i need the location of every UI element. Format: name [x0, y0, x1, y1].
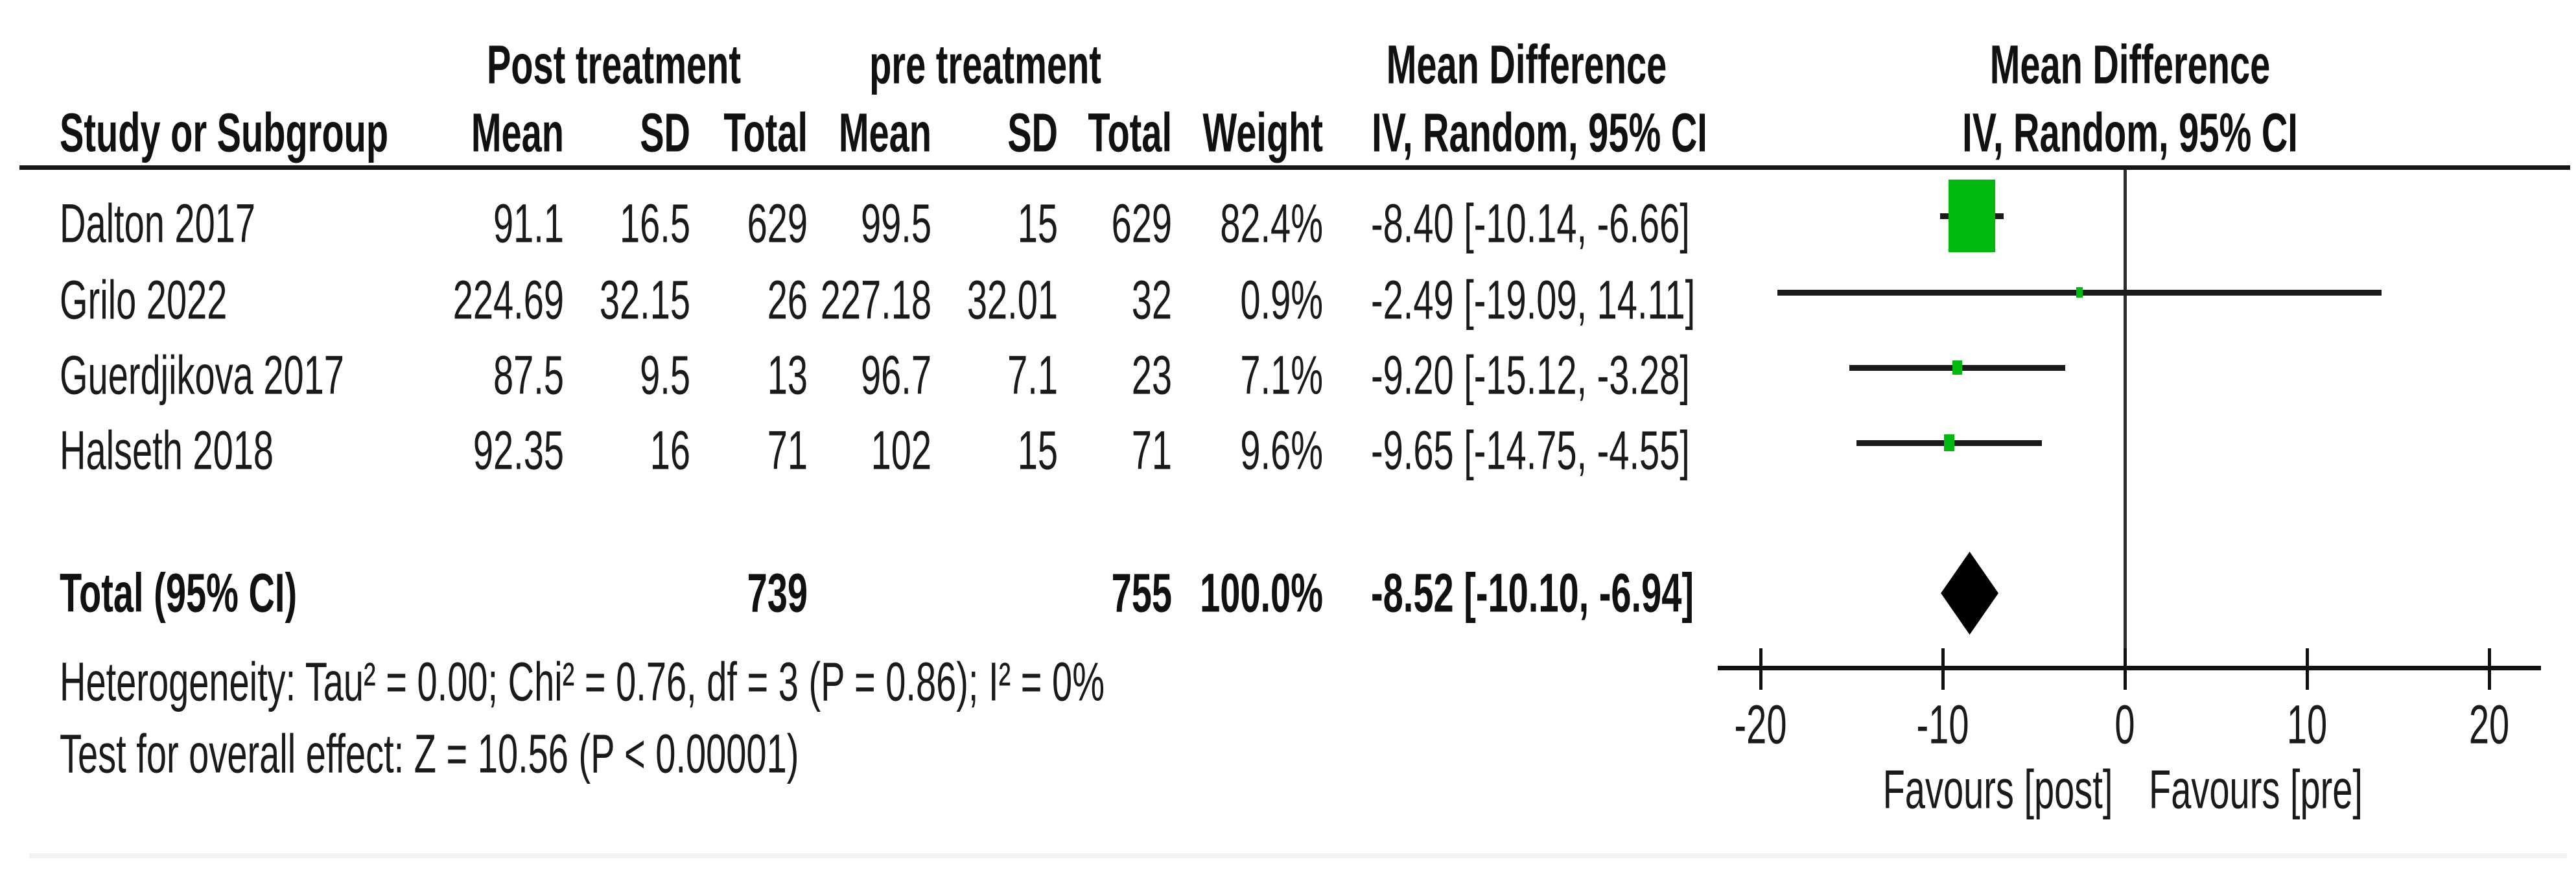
bottom-divider [29, 853, 2567, 858]
total-post-cell: 26 [767, 269, 808, 331]
axis-tick [2488, 648, 2491, 690]
mean-pre-cell: 99.5 [861, 193, 931, 254]
sd-pre-cell: 7.1 [1007, 344, 1058, 406]
total-post-cell: 629 [747, 193, 808, 254]
total-pre-cell: 23 [1131, 344, 1172, 406]
mean-difference-column-title: Mean Difference [1386, 34, 1667, 95]
weight-cell: 7.1% [1240, 344, 1323, 406]
favours-left-label: Favours [post] [1882, 758, 2113, 820]
overall-effect-test: Test for overall effect: Z = 10.56 (P < … [60, 723, 799, 784]
md-ci-column-subheader: IV, Random, 95% CI [1372, 102, 1707, 163]
mean-pre-cell: 96.7 [861, 344, 931, 406]
total-post-column-header: Total [723, 102, 808, 163]
axis-tick-label: 10 [2286, 694, 2328, 755]
sd-pre-cell: 15 [1017, 193, 1058, 254]
total-pre-sum: 755 [1111, 562, 1172, 624]
sd-pre-cell: 32.01 [966, 269, 1058, 331]
axis-tick [2306, 648, 2309, 690]
md-ci-cell: -9.65 [-14.75, -4.55] [1371, 419, 1690, 481]
axis-tick [1759, 648, 1762, 690]
sd-post-cell: 16 [650, 419, 690, 481]
sd-post-cell: 16.5 [620, 193, 690, 254]
total-pre-cell: 71 [1131, 419, 1172, 481]
axis-tick [2124, 648, 2127, 690]
mean-post-cell: 224.69 [452, 269, 564, 331]
axis-line [1718, 666, 2541, 670]
study-label: Dalton 2017 [60, 193, 256, 254]
total-post-cell: 13 [767, 344, 808, 406]
sd-pre-column-header: SD [1007, 102, 1058, 163]
axis-tick-label: 20 [2468, 694, 2510, 755]
mean-post-cell: 91.1 [493, 193, 564, 254]
axis-tick-label: -20 [1734, 694, 1787, 755]
pre-treatment-group-header: pre treatment [869, 34, 1101, 95]
axis-tick [1941, 648, 1945, 690]
md-ci-cell: -9.20 [-15.12, -3.28] [1371, 344, 1690, 406]
mean-post-cell: 87.5 [493, 344, 564, 406]
mean-post-cell: 92.35 [473, 419, 564, 481]
total-post-sum: 739 [747, 562, 808, 624]
effect-marker [1952, 360, 1962, 375]
zero-line [2124, 170, 2127, 668]
heterogeneity-stats: Heterogeneity: Tau² = 0.00; Chi² = 0.76,… [60, 651, 1105, 712]
header-rule [19, 165, 2570, 170]
favours-right-label: Favours [pre] [2149, 758, 2363, 820]
total-diamond [1941, 552, 1998, 635]
total-pre-column-header: Total [1088, 102, 1172, 163]
total-pre-cell: 32 [1131, 269, 1172, 331]
weight-cell: 9.6% [1240, 419, 1323, 481]
axis-tick-label: 0 [2114, 694, 2135, 755]
mean-pre-cell: 227.18 [820, 269, 931, 331]
effect-marker [2076, 287, 2083, 298]
post-treatment-group-header: Post treatment [486, 34, 742, 95]
weight-cell: 0.9% [1240, 269, 1323, 331]
md-ci-plot-subheader: IV, Random, 95% CI [1962, 102, 2298, 163]
weight-cell: 82.4% [1220, 193, 1323, 254]
sd-post-cell: 9.5 [640, 344, 690, 406]
study-label: Guerdjikova 2017 [60, 344, 344, 406]
total-weight: 100.0% [1200, 562, 1323, 624]
study-label: Grilo 2022 [60, 269, 228, 331]
md-ci-cell: -8.40 [-10.14, -6.66] [1371, 193, 1690, 254]
total-pre-cell: 629 [1111, 193, 1172, 254]
sd-post-cell: 32.15 [599, 269, 690, 331]
weight-column-header: Weight [1202, 102, 1323, 163]
study-label: Halseth 2018 [60, 419, 274, 481]
total-md-ci: -8.52 [-10.10, -6.94] [1371, 562, 1694, 624]
total-post-cell: 71 [767, 419, 808, 481]
total-label: Total (95% CI) [60, 562, 298, 624]
sd-post-column-header: SD [640, 102, 690, 163]
mean-difference-plot-title: Mean Difference [1989, 34, 2271, 95]
effect-marker [1943, 434, 1954, 451]
mean-post-column-header: Mean [471, 102, 564, 163]
effect-marker [1948, 180, 1995, 252]
mean-pre-column-header: Mean [838, 102, 931, 163]
axis-tick-label: -10 [1916, 694, 1969, 755]
sd-pre-cell: 15 [1017, 419, 1058, 481]
md-ci-cell: -2.49 [-19.09, 14.11] [1371, 269, 1696, 331]
study-column-header: Study or Subgroup [60, 102, 389, 163]
mean-pre-cell: 102 [871, 419, 931, 481]
